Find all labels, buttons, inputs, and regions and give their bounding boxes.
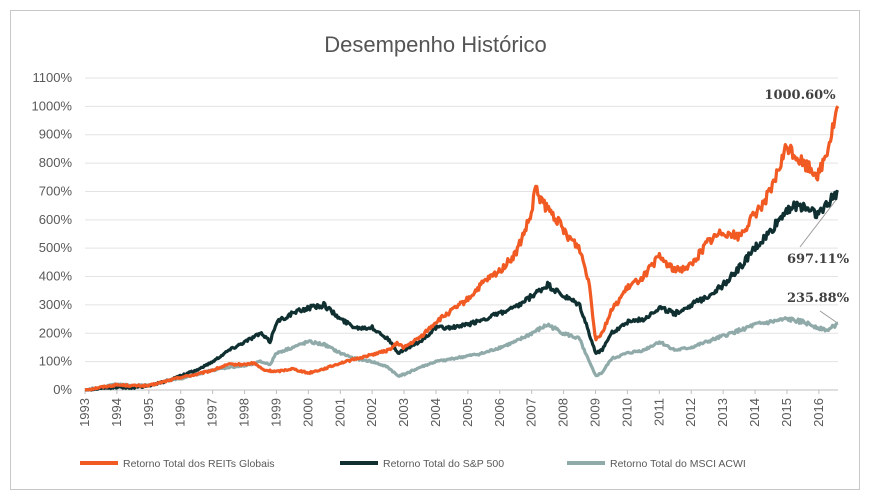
- legend: Retorno Total dos REITs Globais Retorno T…: [80, 458, 746, 470]
- x-tick-label: 1994: [109, 398, 124, 427]
- y-tick-label: 700%: [39, 183, 73, 198]
- chart-title: Desempenho Histórico: [324, 32, 547, 57]
- x-tick-label: 2005: [460, 398, 475, 427]
- y-tick-label: 400%: [39, 269, 73, 284]
- annotation-label: 235.88%: [787, 291, 850, 306]
- y-tick-label: 200%: [39, 325, 73, 340]
- x-tick-label: 2014: [747, 398, 762, 427]
- gridlines: [85, 77, 838, 391]
- x-tick-label: 2004: [428, 398, 443, 427]
- x-axis-ticks: 1993 1994 1995 1996 1997 1998 1999 2000 2001 2002…: [77, 390, 826, 427]
- annotation-leader: [799, 199, 837, 248]
- x-tick-label: 2015: [779, 398, 794, 427]
- x-tick-label: 2003: [396, 398, 411, 427]
- x-tick-label: 1997: [205, 398, 220, 427]
- x-tick-label: 1996: [173, 398, 188, 427]
- legend-label: Retorno Total do MSCI ACWI: [610, 458, 746, 470]
- y-tick-label: 1000%: [32, 98, 73, 113]
- x-tick-label: 1995: [141, 398, 156, 427]
- series-lines: [84, 105, 840, 392]
- annotation-label: 1000.60%: [764, 88, 836, 103]
- y-tick-label: 300%: [39, 297, 73, 312]
- legend-label: Retorno Total do S&P 500: [383, 458, 504, 470]
- x-tick-label: 2000: [300, 398, 315, 427]
- y-tick-label: 600%: [39, 212, 73, 227]
- x-tick-label: 1998: [237, 398, 252, 427]
- y-tick-label: 0%: [53, 382, 72, 397]
- annotation-leader: [819, 310, 837, 323]
- x-tick-label: 2001: [332, 398, 347, 427]
- y-tick-label: 900%: [39, 127, 73, 142]
- x-tick-label: 2016: [811, 398, 826, 427]
- y-tick-label: 1100%: [32, 70, 72, 85]
- series-line: [84, 189, 840, 392]
- annotation-label: 697.11%: [787, 252, 850, 267]
- y-tick-label: 100%: [39, 354, 73, 369]
- x-tick-label: 1999: [268, 398, 283, 427]
- x-tick-label: 2002: [364, 398, 379, 427]
- x-tick-label: 2013: [715, 398, 730, 427]
- x-tick-label: 2007: [524, 398, 539, 427]
- x-tick-label: 1993: [77, 398, 92, 427]
- x-tick-label: 2010: [619, 398, 634, 427]
- y-tick-label: 500%: [39, 240, 73, 255]
- y-axis-ticks: 0% 100% 200% 300% 400% 500% 600% 700% 800% 900% 10…: [32, 70, 73, 397]
- legend-label: Retorno Total dos REITs Globais: [123, 458, 275, 470]
- series-line: [84, 316, 839, 392]
- x-tick-label: 2006: [492, 398, 507, 427]
- x-tick-label: 2009: [588, 398, 603, 427]
- series-line: [84, 105, 840, 392]
- chart-frame: [10, 10, 860, 490]
- x-tick-label: 2011: [651, 398, 666, 426]
- x-tick-label: 2008: [556, 398, 571, 427]
- x-tick-label: 2012: [683, 398, 698, 427]
- annotations: 1000.60% 697.11% 235.88%: [764, 88, 850, 323]
- y-tick-label: 800%: [39, 155, 73, 170]
